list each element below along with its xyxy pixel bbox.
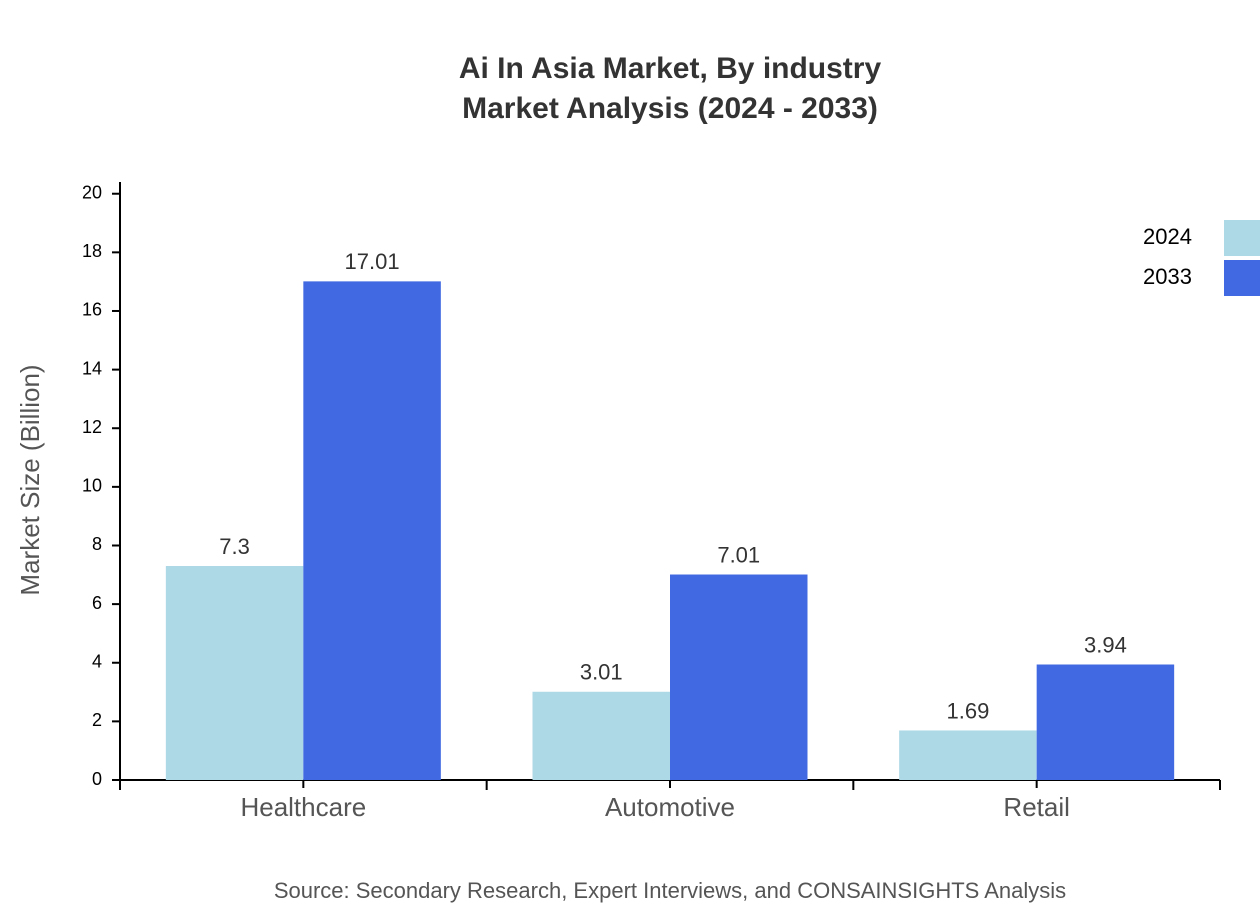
y-tick-label: 20 (82, 182, 102, 202)
bar (899, 730, 1037, 780)
chart-subtitle: Market Analysis (2024 - 2033) (462, 92, 878, 125)
y-axis-label: Market Size (Billion) (15, 364, 45, 595)
y-tick-label: 0 (92, 769, 102, 789)
value-label: 3.01 (580, 660, 623, 685)
value-label: 3.94 (1084, 632, 1127, 657)
legend-swatch (1224, 220, 1260, 256)
y-tick-label: 4 (92, 651, 102, 671)
y-tick-label: 10 (82, 476, 102, 496)
legend-label: 2033 (1143, 264, 1192, 289)
y-tick-label: 8 (92, 534, 102, 554)
y-tick-label: 2 (92, 710, 102, 730)
bar (165, 566, 304, 780)
value-label: 7.01 (717, 542, 760, 567)
x-tick-label: Retail (1003, 792, 1069, 822)
value-label: 1.69 (947, 698, 990, 723)
x-tick-label: Healthcare (240, 792, 366, 822)
bar (670, 574, 808, 780)
source-note: Source: Secondary Research, Expert Inter… (274, 878, 1066, 903)
legend-label: 2024 (1143, 224, 1192, 249)
x-tick-label: Automotive (605, 792, 735, 822)
bar (303, 281, 441, 780)
y-tick-label: 16 (82, 300, 102, 320)
bar (532, 691, 670, 780)
y-tick-label: 12 (82, 417, 102, 437)
y-tick-label: 6 (92, 593, 102, 613)
chart-title: Ai In Asia Market, By industry (459, 52, 882, 85)
bar (1036, 664, 1175, 780)
y-tick-label: 14 (82, 358, 102, 378)
legend-swatch (1224, 260, 1260, 296)
value-label: 7.3 (219, 534, 250, 559)
value-label: 17.01 (345, 249, 400, 274)
y-tick-label: 18 (82, 241, 102, 261)
